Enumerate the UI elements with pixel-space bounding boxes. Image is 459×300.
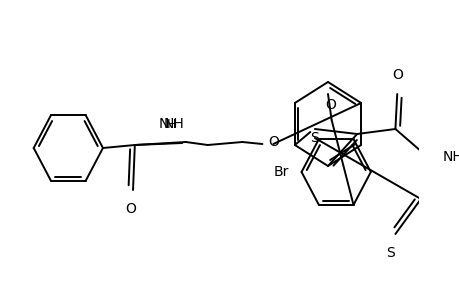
Text: NH: NH bbox=[442, 150, 459, 164]
Text: S: S bbox=[310, 131, 319, 145]
Text: O: O bbox=[325, 98, 336, 112]
Text: O: O bbox=[391, 68, 402, 82]
Text: H: H bbox=[166, 118, 176, 131]
Text: NH: NH bbox=[163, 117, 184, 131]
Text: O: O bbox=[267, 135, 278, 149]
Text: O: O bbox=[124, 202, 135, 216]
Text: N: N bbox=[158, 117, 169, 131]
Text: S: S bbox=[386, 246, 394, 260]
Text: Br: Br bbox=[273, 165, 288, 179]
